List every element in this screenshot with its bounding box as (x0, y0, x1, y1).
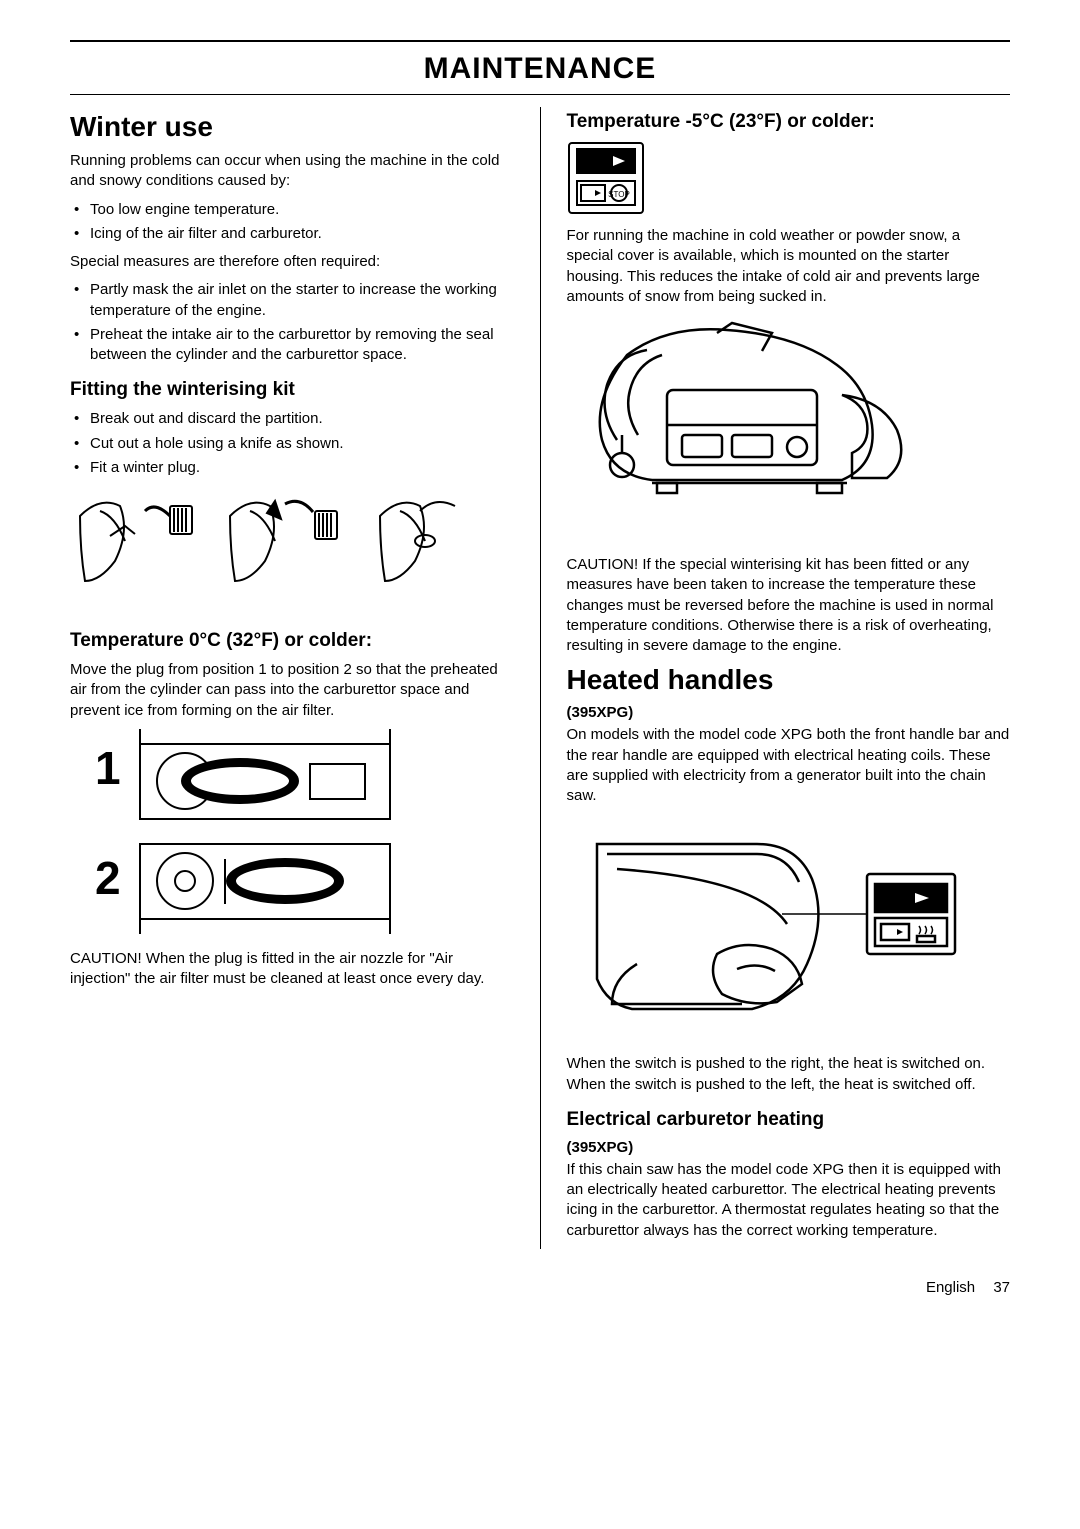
list-item: Fit a winter plug. (90, 458, 514, 478)
right-column: Temperature -5°C (23°F) or colder: STOP … (567, 107, 1011, 1249)
para-intro: Running problems can occur when using th… (70, 151, 514, 192)
para-electrical: If this chain saw has the model code XPG… (567, 1160, 1011, 1241)
page-title: MAINTENANCE (70, 52, 1010, 86)
figure-plug-positions: 1 2 (70, 729, 514, 939)
heading-temp-0c: Temperature 0°C (32°F) or colder: (70, 630, 514, 652)
para-heated: On models with the model code XPG both t… (567, 725, 1011, 806)
figure-chainsaw-cover (567, 315, 1011, 545)
list-item: Too low engine temperature. (90, 200, 514, 220)
svg-text:2: 2 (95, 852, 121, 904)
heading-electrical-carb: Electrical carburetor heating (567, 1109, 1011, 1131)
para-caution-0c: CAUTION! When the plug is ﬁtted in the a… (70, 949, 514, 990)
list-item: Cut out a hole using a knife as shown. (90, 434, 514, 454)
para-cover: For running the machine in cold weather … (567, 226, 1011, 307)
para-caution-5c: CAUTION! If the special winterising kit … (567, 555, 1011, 656)
model-code-1: (395XPG) (567, 704, 1011, 721)
heading-fitting-kit: Fitting the winterising kit (70, 379, 514, 401)
left-column: Winter use Running problems can occur wh… (70, 107, 514, 1249)
figure-heated-handle (567, 814, 1011, 1044)
top-rule (70, 40, 1010, 42)
heading-heated-handles: Heated handles (567, 664, 1011, 696)
para-switch: When the switch is pushed to the right, … (567, 1054, 1011, 1095)
page-footer: English 37 (70, 1279, 1010, 1296)
figure-switch-icon: STOP (567, 141, 1011, 216)
list-item: Partly mask the air inlet on the starter… (90, 280, 514, 321)
svg-text:STOP: STOP (608, 190, 630, 199)
list-item: Break out and discard the partition. (90, 409, 514, 429)
list-item: Icing of the air ﬁlter and carburetor. (90, 224, 514, 244)
svg-text:1: 1 (95, 742, 121, 794)
footer-page-number: 37 (993, 1279, 1010, 1296)
footer-language: English (926, 1279, 975, 1296)
model-code-2: (395XPG) (567, 1139, 1011, 1156)
figure-winter-plug-steps (70, 486, 514, 616)
para-temp-0c: Move the plug from position 1 to positio… (70, 660, 514, 721)
list-item: Preheat the intake air to the carburetto… (90, 325, 514, 366)
para-special: Special measures are therefore often req… (70, 252, 514, 272)
heading-temp-5c: Temperature -5°C (23°F) or colder: (567, 111, 1011, 133)
under-title-rule (70, 94, 1010, 95)
list-fitting: Break out and discard the partition. Cut… (70, 409, 514, 478)
list-causes: Too low engine temperature. Icing of the… (70, 200, 514, 245)
list-measures: Partly mask the air inlet on the starter… (70, 280, 514, 365)
column-divider (540, 107, 541, 1249)
heading-winter-use: Winter use (70, 111, 514, 143)
two-column-layout: Winter use Running problems can occur wh… (70, 107, 1010, 1249)
